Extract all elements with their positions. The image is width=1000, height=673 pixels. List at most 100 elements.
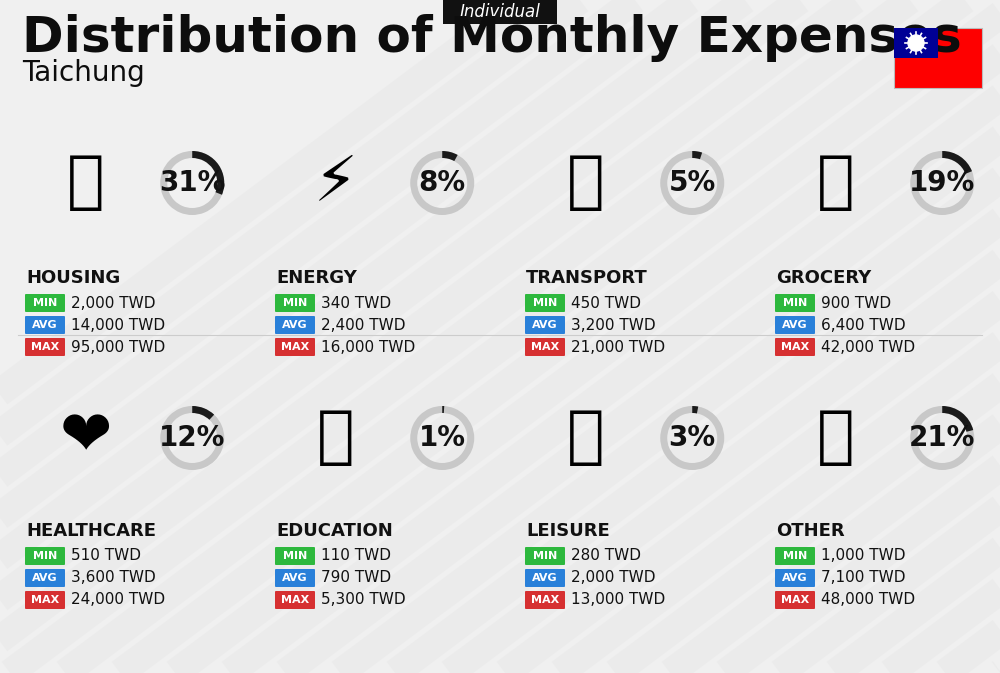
Text: Distribution of Monthly Expenses: Distribution of Monthly Expenses [22,14,962,62]
FancyBboxPatch shape [894,28,938,58]
Text: 3,600 TWD: 3,600 TWD [71,571,156,586]
Wedge shape [910,151,974,215]
Wedge shape [410,406,474,470]
FancyBboxPatch shape [525,294,565,312]
Text: AVG: AVG [782,320,808,330]
FancyBboxPatch shape [275,338,315,356]
Text: MAX: MAX [531,342,559,352]
FancyBboxPatch shape [443,0,557,24]
Text: 🚌: 🚌 [567,153,605,213]
Text: 14,000 TWD: 14,000 TWD [71,318,165,332]
Text: 3%: 3% [669,424,716,452]
Text: 48,000 TWD: 48,000 TWD [821,592,915,608]
FancyBboxPatch shape [775,294,815,312]
FancyBboxPatch shape [25,569,65,587]
Text: 🏢: 🏢 [67,153,105,213]
Wedge shape [660,406,724,470]
Text: MIN: MIN [283,298,307,308]
Text: MIN: MIN [533,298,557,308]
Text: LEISURE: LEISURE [526,522,610,540]
Text: 2,000 TWD: 2,000 TWD [71,295,156,310]
Circle shape [908,35,924,51]
Text: AVG: AVG [782,573,808,583]
Text: TRANSPORT: TRANSPORT [526,269,648,287]
Text: 3,200 TWD: 3,200 TWD [571,318,656,332]
FancyBboxPatch shape [525,569,565,587]
Text: 510 TWD: 510 TWD [71,548,141,563]
Text: ENERGY: ENERGY [276,269,357,287]
Text: 6,400 TWD: 6,400 TWD [821,318,906,332]
Text: MIN: MIN [283,551,307,561]
Text: 19%: 19% [909,169,975,197]
Text: 12%: 12% [159,424,225,452]
FancyBboxPatch shape [25,338,65,356]
FancyBboxPatch shape [25,591,65,609]
Text: AVG: AVG [282,320,308,330]
Text: Taichung: Taichung [22,59,145,87]
Text: AVG: AVG [532,320,558,330]
Text: MAX: MAX [781,342,809,352]
FancyBboxPatch shape [25,294,65,312]
Text: GROCERY: GROCERY [776,269,871,287]
Text: 42,000 TWD: 42,000 TWD [821,339,915,355]
FancyBboxPatch shape [275,294,315,312]
Text: MAX: MAX [531,595,559,605]
Text: 13,000 TWD: 13,000 TWD [571,592,665,608]
Text: MIN: MIN [533,551,557,561]
Text: 95,000 TWD: 95,000 TWD [71,339,165,355]
Text: 16,000 TWD: 16,000 TWD [321,339,415,355]
Text: 790 TWD: 790 TWD [321,571,391,586]
Text: 110 TWD: 110 TWD [321,548,391,563]
Text: HEALTHCARE: HEALTHCARE [26,522,156,540]
Text: MIN: MIN [783,551,807,561]
Text: MIN: MIN [783,298,807,308]
Wedge shape [410,151,474,215]
Text: 340 TWD: 340 TWD [321,295,391,310]
Wedge shape [192,151,224,194]
Text: MAX: MAX [781,595,809,605]
Wedge shape [692,406,698,413]
Text: 2,000 TWD: 2,000 TWD [571,571,656,586]
Text: AVG: AVG [32,320,58,330]
Text: 450 TWD: 450 TWD [571,295,641,310]
Text: AVG: AVG [282,573,308,583]
FancyBboxPatch shape [525,591,565,609]
Text: EDUCATION: EDUCATION [276,522,393,540]
Text: ❤️: ❤️ [60,408,112,468]
Text: 21,000 TWD: 21,000 TWD [571,339,665,355]
Text: 1%: 1% [419,424,466,452]
Text: 💰: 💰 [817,408,855,468]
Wedge shape [192,406,214,420]
FancyBboxPatch shape [775,569,815,587]
Text: Individual: Individual [460,3,540,21]
Text: 900 TWD: 900 TWD [821,295,891,310]
FancyBboxPatch shape [275,547,315,565]
Text: 280 TWD: 280 TWD [571,548,641,563]
Text: MIN: MIN [33,551,57,561]
Text: MAX: MAX [281,595,309,605]
Text: 24,000 TWD: 24,000 TWD [71,592,165,608]
Text: 31%: 31% [159,169,225,197]
Text: 5,300 TWD: 5,300 TWD [321,592,406,608]
Text: HOUSING: HOUSING [26,269,120,287]
Text: MAX: MAX [31,595,59,605]
Text: 21%: 21% [909,424,975,452]
Wedge shape [692,151,702,160]
Text: 8%: 8% [419,169,466,197]
Text: AVG: AVG [32,573,58,583]
Text: MAX: MAX [31,342,59,352]
Text: 🛍️: 🛍️ [567,408,605,468]
Text: 1,000 TWD: 1,000 TWD [821,548,906,563]
FancyBboxPatch shape [275,316,315,334]
Text: ⚡: ⚡ [314,153,358,213]
Wedge shape [942,406,973,432]
Text: 🎓: 🎓 [317,408,355,468]
FancyBboxPatch shape [775,338,815,356]
FancyBboxPatch shape [894,28,982,88]
Text: MIN: MIN [33,298,57,308]
FancyBboxPatch shape [275,569,315,587]
Text: 🛒: 🛒 [817,153,855,213]
Text: MAX: MAX [281,342,309,352]
Text: 2,400 TWD: 2,400 TWD [321,318,406,332]
FancyBboxPatch shape [775,591,815,609]
